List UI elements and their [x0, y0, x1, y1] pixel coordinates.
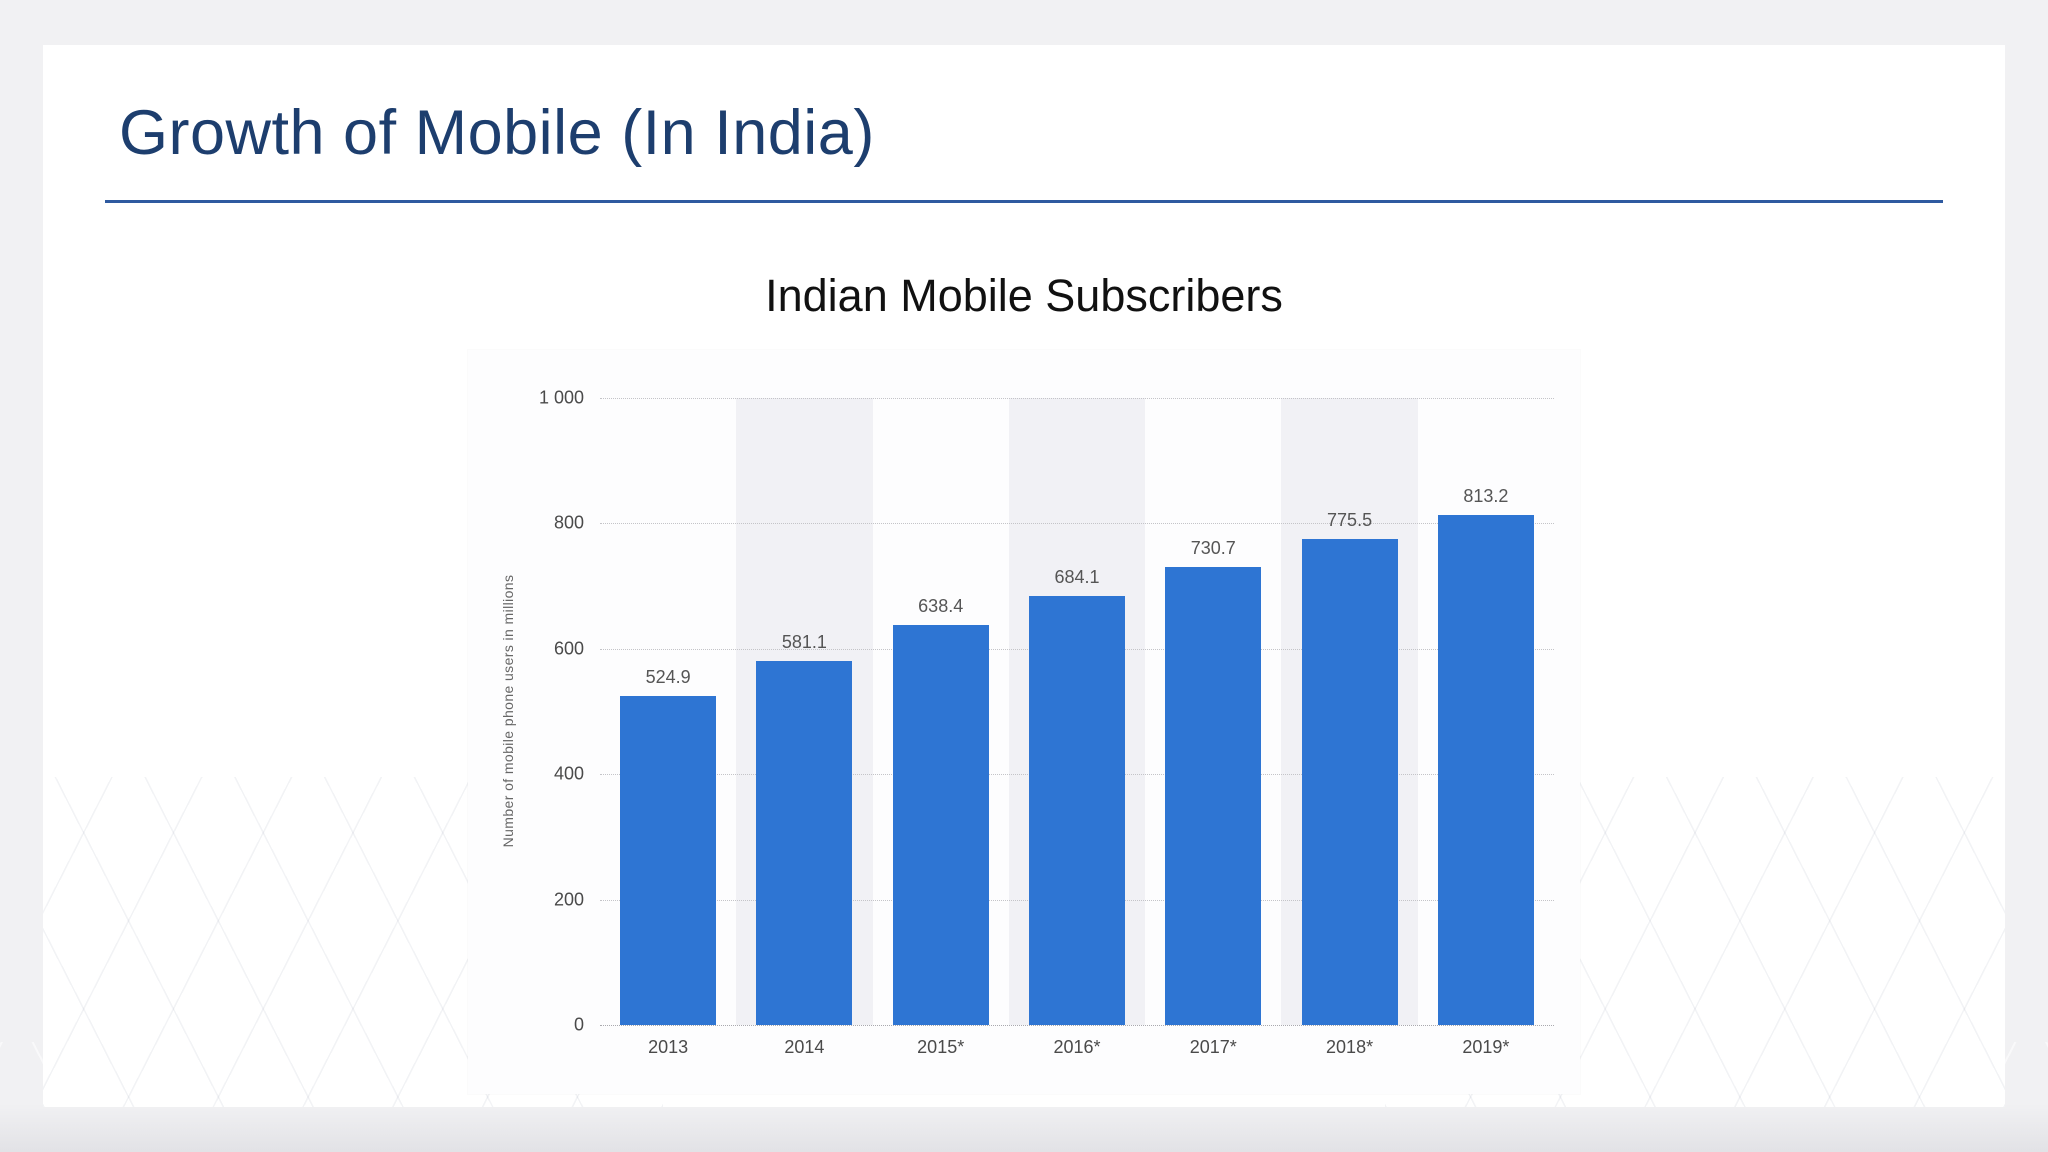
x-axis-label-2014: 2014 [784, 1037, 825, 1057]
bar-value-label-2017*: 730.7 [1190, 537, 1236, 558]
slide-title: Growth of Mobile (In India) [119, 98, 875, 168]
bar-value-label-2015*: 638.4 [918, 595, 964, 616]
bar-value-label-2018*: 775.5 [1327, 509, 1373, 530]
chart-heading: Indian Mobile Subscribers [765, 270, 1283, 321]
y-tick-label-800: 800 [553, 512, 584, 533]
x-axis-label-2019*: 2019* [1462, 1037, 1510, 1057]
slide-canvas: Growth of Mobile (In India) Indian Mobil… [43, 45, 2005, 1107]
bar-2015* [892, 624, 989, 1025]
y-tick-label-200: 200 [553, 889, 584, 910]
y-tick-label-600: 600 [553, 638, 584, 659]
bar-value-label-2016*: 684.1 [1054, 567, 1100, 588]
x-axis-label-2013: 2013 [648, 1037, 689, 1057]
gridline-800 [600, 523, 1554, 525]
bar-2017* [1165, 566, 1262, 1025]
y-tick-label-0: 0 [573, 1014, 584, 1035]
bar-value-label-2013: 524.9 [645, 666, 691, 687]
y-tick-label-1000: 1 000 [538, 387, 584, 408]
bar-2018* [1301, 538, 1398, 1025]
plot-area: 0 200 400 600 800 1 000 524.9 2013 581.1 2014 638.… [539, 388, 1554, 1057]
x-axis-label-2018*: 2018* [1326, 1037, 1374, 1057]
x-axis-label-2017*: 2017* [1189, 1037, 1237, 1057]
bar-2013 [620, 695, 717, 1025]
bar-2019* [1437, 515, 1534, 1025]
bottom-strip [0, 1104, 2048, 1152]
gridline-1000 [600, 398, 1554, 399]
x-axis-label-2016*: 2016* [1053, 1037, 1101, 1057]
bar-value-label-2014: 581.1 [781, 631, 827, 652]
gridline-0 [600, 1025, 1554, 1026]
bar-2014 [756, 660, 853, 1025]
title-divider-line [105, 200, 1943, 203]
y-tick-label-400: 400 [553, 763, 584, 784]
bar-value-label-2019*: 813.2 [1463, 486, 1509, 507]
chart-image: Number of mobile phone users in millions… [468, 350, 1580, 1094]
y-axis-title: Number of mobile phone users in millions [500, 574, 516, 848]
x-axis-label-2015*: 2015* [917, 1037, 965, 1057]
bar-2016* [1029, 596, 1125, 1025]
